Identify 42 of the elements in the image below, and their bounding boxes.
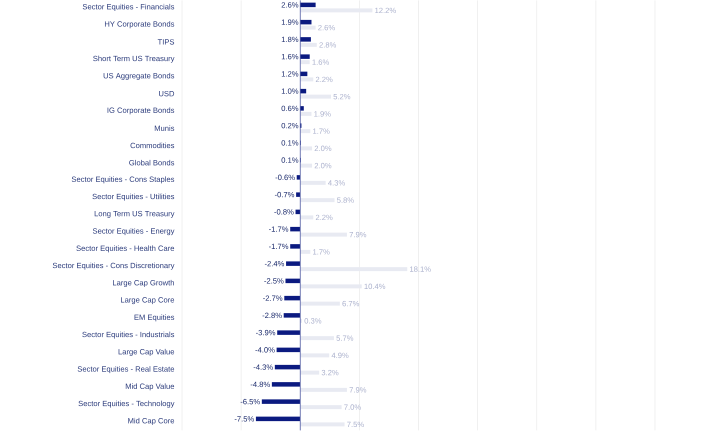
bar: [300, 26, 316, 30]
bar: [277, 330, 300, 335]
bar: [300, 336, 334, 340]
bar: [276, 348, 300, 352]
bar: [300, 88, 306, 94]
bar: [290, 226, 300, 232]
bar: [300, 250, 310, 254]
bar: [274, 364, 300, 370]
bar: [300, 302, 340, 306]
bar: [284, 313, 300, 318]
bar: [300, 77, 314, 82]
bar: [300, 388, 347, 392]
bar: [300, 215, 314, 220]
bar: [262, 399, 300, 404]
bar: [300, 37, 311, 42]
bar: [290, 244, 300, 249]
bar: [300, 370, 320, 375]
bar: [300, 146, 312, 150]
bar: [285, 278, 300, 284]
bar: [300, 60, 310, 64]
bar: [272, 382, 300, 387]
bar: [284, 296, 300, 300]
bar: [300, 2, 316, 8]
bar: [300, 353, 330, 358]
bar: [300, 129, 310, 134]
bar: [300, 405, 342, 410]
bar: [300, 422, 345, 426]
bar: [300, 284, 362, 288]
bar: [300, 94, 331, 99]
bar: [300, 164, 312, 168]
bar: [300, 112, 312, 116]
bar: [300, 42, 317, 47]
bar: [300, 20, 312, 24]
bar: [300, 72, 308, 76]
bar: [300, 267, 408, 272]
bar: [300, 180, 326, 185]
bar: [286, 261, 300, 266]
bar: [300, 8, 372, 12]
bar: [256, 416, 300, 422]
bar: [300, 54, 310, 59]
bar: [300, 198, 335, 202]
bar: [300, 232, 347, 237]
